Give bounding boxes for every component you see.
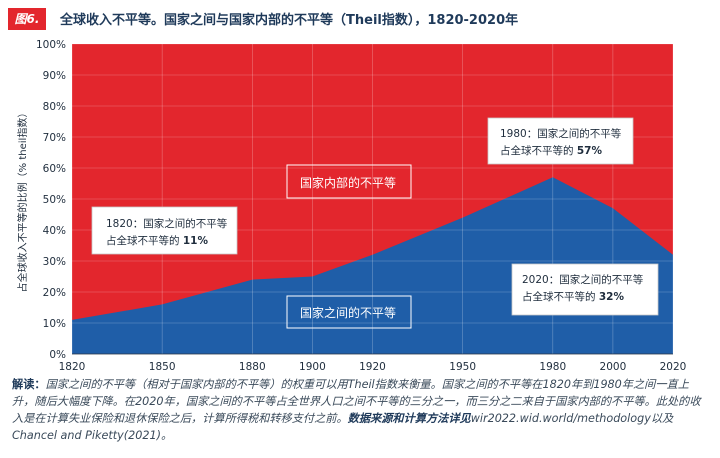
annotation-1980-value: 57% <box>577 145 603 157</box>
between-area-label-frame <box>286 295 412 329</box>
within-area-label-frame <box>286 164 412 199</box>
annotation-1820-line2: 占全球不平等的 11% <box>106 234 208 247</box>
area-chart: 0%10%20%30%40%50%60%70%80%90%100% 1820 18… <box>16 39 687 373</box>
annotation-1820-line1: 1820：国家之间的不平等 <box>106 217 228 230</box>
within-area-label: 国家内部的不平等 <box>300 175 396 190</box>
figure-number-badge: 图6. <box>8 8 46 30</box>
y-tick-label: 30% <box>43 256 66 268</box>
y-tick-label: 100% <box>36 39 66 51</box>
x-tick-label: 1880 <box>239 361 266 373</box>
x-axis-ticks: 1820 1850 1880 1900 1920 1950 1980 2000 2020 <box>59 353 687 373</box>
annotation-2020: 2020：国家之间的不平等 占全球不平等的 32% <box>511 263 659 316</box>
y-tick-label: 60% <box>43 163 66 175</box>
annotation-1980-line2: 占全球不平等的 57% <box>500 144 602 157</box>
caption-body: 国家之间的不平等（相对于国家内部的不平等）的权重可以用Theil指数来衡量。国家… <box>12 378 701 425</box>
y-tick-label: 0% <box>49 349 66 361</box>
annotation-2020-line1: 2020：国家之间的不平等 <box>522 273 644 286</box>
caption-source: wir2022.wid.world/methodology以及Chancel a… <box>12 412 674 442</box>
annotation-1980: 1980：国家之间的不平等 占全球不平等的 57% <box>487 117 634 165</box>
annotation-1980-line2-prefix: 占全球不平等的 <box>500 144 577 157</box>
x-tick-label: 1900 <box>299 361 326 373</box>
y-tick-label: 50% <box>43 194 66 206</box>
annotation-1820-value: 11% <box>183 235 209 247</box>
annotation-1820: 1820：国家之间的不平等 占全球不平等的 11% <box>91 206 238 255</box>
annotation-2020-line2-prefix: 占全球不平等的 <box>522 290 599 303</box>
figure-title: 全球收入不平等。国家之间与国家内部的不平等（Theil指数），1820-2020… <box>60 13 519 28</box>
y-tick-label: 70% <box>43 132 66 144</box>
x-tick-label: 1980 <box>539 361 566 373</box>
x-tick-label: 2020 <box>660 361 687 373</box>
y-tick-label: 80% <box>43 101 66 113</box>
y-axis-label: 占全球收入不平等的比例（% theil指数） <box>16 108 29 293</box>
x-tick-label: 1850 <box>149 361 176 373</box>
annotation-2020-value: 32% <box>599 291 625 303</box>
y-tick-label: 90% <box>43 70 66 82</box>
grid-lines <box>71 43 674 355</box>
caption-lead: 解读： <box>12 378 46 391</box>
figure-header: 图6. 全球收入不平等。国家之间与国家内部的不平等（Theil指数），1820-… <box>0 0 720 34</box>
chart-caption: 解读：国家之间的不平等（相对于国家内部的不平等）的权重可以用Theil指数来衡量… <box>12 376 710 444</box>
y-axis-ticks: 0% 10% 20% 30% 40% 50% 60% 70% 80% 90% 100% <box>36 39 66 361</box>
y-tick-label: 40% <box>43 225 66 237</box>
y-tick-label: 10% <box>43 318 66 330</box>
x-tick-label: 1950 <box>449 361 476 373</box>
x-tick-label: 1920 <box>359 361 386 373</box>
between-area-label: 国家之间的不平等 <box>300 305 396 320</box>
x-tick-label: 2000 <box>600 361 627 373</box>
y-tick-label: 20% <box>43 287 66 299</box>
caption-source-label: 数据来源和计算方法详见 <box>347 412 471 425</box>
annotation-1980-line1: 1980：国家之间的不平等 <box>500 127 622 140</box>
x-tick-label: 1820 <box>59 361 86 373</box>
annotation-1820-line2-prefix: 占全球不平等的 <box>106 234 183 247</box>
annotation-2020-line2: 占全球不平等的 32% <box>522 290 624 303</box>
